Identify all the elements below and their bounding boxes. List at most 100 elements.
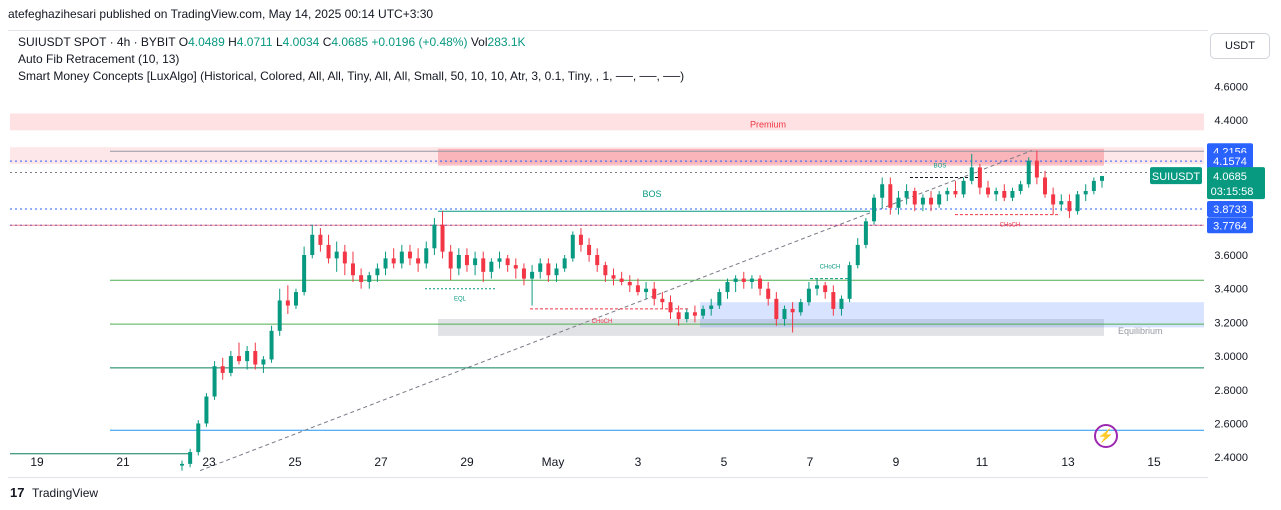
candle-body: [880, 184, 885, 198]
y-axis-tick-label: 2.8000: [1214, 385, 1248, 397]
y-axis-tick-label: 2.6000: [1214, 418, 1248, 430]
choch-label-1: CHoCH: [592, 319, 613, 325]
choch-label-3: CHoCH: [1000, 223, 1021, 229]
chart-frame[interactable]: [8, 30, 1208, 478]
price-label-text: 4.1574: [1213, 156, 1247, 168]
tradingview-logo-icon: 17: [10, 485, 25, 500]
x-axis-tick-label: 25: [288, 455, 302, 469]
candle-body: [815, 285, 820, 289]
candle-body: [236, 356, 241, 362]
candle-body: [603, 265, 608, 276]
candle-body: [432, 224, 437, 249]
candle-body: [359, 275, 364, 282]
candle-body: [538, 263, 543, 272]
candle-body: [212, 366, 217, 397]
fib-trend-line: [199, 150, 1033, 472]
open-label: O: [178, 35, 189, 49]
candle-body: [416, 258, 421, 264]
candle-body: [253, 351, 258, 365]
x-axis-tick-label: 3: [635, 455, 642, 469]
y-axis-tick-label: 3.2000: [1214, 317, 1248, 329]
close-label: C: [322, 35, 332, 49]
candle-body: [872, 197, 877, 222]
candle-body: [424, 248, 429, 264]
candle-body: [546, 263, 551, 276]
y-axis-tick-label: 2.4000: [1214, 452, 1248, 464]
price-label-box: [1207, 153, 1253, 170]
change-value: +0.0196 (+0.48%): [371, 35, 468, 49]
candle-body: [293, 292, 298, 306]
price-label-text: 3.7764: [1213, 220, 1247, 232]
x-axis-tick-label: 19: [30, 455, 44, 469]
candle-body: [530, 271, 535, 279]
x-axis-tick-label: 27: [374, 455, 388, 469]
candle-body: [204, 396, 209, 424]
candle-body: [318, 234, 323, 245]
candle-body: [1034, 160, 1039, 178]
candle-body: [823, 285, 828, 293]
supply-order-block: [438, 148, 1104, 166]
candle-body: [489, 261, 494, 272]
high-value: 4.0711: [236, 35, 273, 49]
candle-body: [627, 281, 632, 286]
x-axis-tick-label: 7: [807, 455, 814, 469]
candle-body: [986, 187, 991, 195]
close-value: 4.0685: [331, 35, 369, 49]
candle-body: [497, 258, 502, 262]
symbol-legend[interactable]: SUIUSDT SPOT · 4h · BYBIT O4.0489 H4.071…: [18, 35, 526, 49]
candle-body: [839, 298, 844, 309]
candle-body: [595, 255, 600, 266]
candle-body: [440, 224, 445, 252]
choch-label-2: CHoCH: [820, 265, 841, 271]
candle-body: [473, 258, 478, 266]
open-value: 4.0489: [188, 35, 225, 49]
currency-button[interactable]: USDT: [1210, 33, 1270, 59]
y-axis-tick-label: 3.0000: [1214, 351, 1248, 363]
last-price-countdown: 03:15:58: [1211, 186, 1254, 198]
candle-body: [798, 302, 803, 313]
candle-body: [766, 288, 771, 299]
candle-body: [342, 251, 347, 264]
candle-body: [644, 288, 649, 293]
candle-body: [733, 278, 738, 282]
candle-body: [831, 292, 836, 309]
candle-body: [969, 167, 974, 181]
y-axis-tick-label: 4.4000: [1214, 115, 1248, 127]
candle-body: [456, 255, 461, 269]
candle-body: [367, 275, 372, 282]
candle-body: [326, 244, 331, 259]
premium-zone: [10, 113, 1204, 131]
candle-body: [717, 292, 722, 306]
y-axis-tick-label: 3.6000: [1214, 250, 1248, 262]
candle-body: [562, 258, 567, 269]
candle-body: [660, 298, 665, 303]
candle-body: [961, 180, 966, 195]
candle-body: [904, 190, 909, 198]
price-label-box: [1207, 217, 1253, 234]
indicator-legend-fib[interactable]: Auto Fib Retracement (10, 13): [18, 52, 179, 66]
candle-body: [929, 197, 934, 205]
lightning-icon[interactable]: ⚡: [1094, 424, 1118, 448]
candle-body: [782, 308, 787, 320]
candle-body: [896, 197, 901, 208]
price-label-text: 3.8733: [1213, 204, 1247, 216]
indicator-legend-smc[interactable]: Smart Money Concepts [LuxAlgo] (Historic…: [18, 69, 684, 83]
volume-label: Vol: [470, 35, 488, 49]
candle-body: [350, 263, 355, 276]
x-axis-tick-label: 11: [976, 455, 989, 469]
x-axis-tick-label: May: [542, 455, 565, 469]
candle-body: [261, 359, 266, 365]
y-axis-tick-label: 4.6000: [1214, 82, 1248, 94]
candle-body: [806, 288, 811, 303]
bos-label: BOS: [642, 189, 661, 199]
x-axis-tick-label: 5: [721, 455, 728, 469]
candle-body: [790, 308, 795, 313]
eql-label: EQL: [454, 297, 467, 303]
candle-body: [554, 268, 559, 276]
candle-body: [383, 258, 388, 269]
candle-body: [375, 268, 380, 276]
candle-body: [196, 423, 201, 453]
candle-body: [692, 312, 697, 316]
candle-body: [513, 265, 518, 269]
